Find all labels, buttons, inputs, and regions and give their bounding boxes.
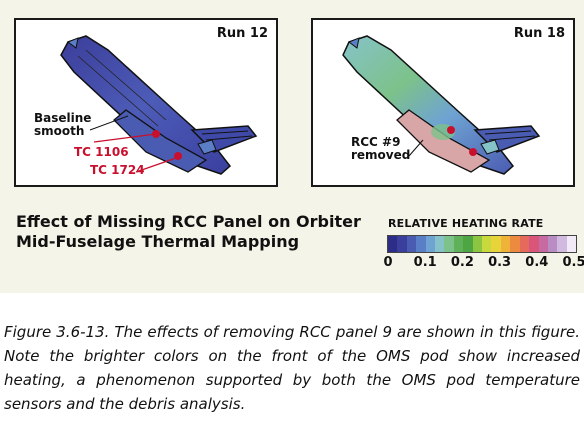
run18-tc1106-marker bbox=[447, 126, 455, 134]
figure-title-line2: Mid-Fuselage Thermal Mapping bbox=[16, 232, 300, 251]
legend-swatch bbox=[444, 236, 454, 252]
tc1724-label: TC 1724 bbox=[90, 163, 145, 177]
legend-swatch bbox=[453, 236, 464, 252]
legend-swatch bbox=[557, 236, 567, 252]
tc1106-marker bbox=[152, 130, 160, 138]
legend-tick-label: 0.4 bbox=[525, 255, 549, 270]
legend-swatch bbox=[482, 236, 492, 252]
legend-tick-label: 0.2 bbox=[450, 255, 474, 270]
legend-swatch bbox=[472, 236, 483, 252]
legend-swatch bbox=[397, 236, 407, 252]
legend-swatch bbox=[547, 236, 558, 252]
run18-panel: Run 18 RCC #9 removed bbox=[311, 18, 575, 187]
tc1106-label: TC 1106 bbox=[74, 145, 129, 159]
legend-swatch bbox=[566, 236, 577, 252]
orbiter-thermal-map-run12 bbox=[60, 35, 258, 175]
legend-swatch bbox=[463, 236, 473, 252]
run18-tc1724-marker bbox=[469, 148, 477, 156]
legend-tick-label: 0.1 bbox=[413, 255, 437, 270]
legend-swatch bbox=[416, 236, 426, 252]
legend-swatch bbox=[491, 236, 501, 252]
heating-rate-color-scale bbox=[387, 235, 577, 253]
legend-title: RELATIVE HEATING RATE bbox=[388, 217, 544, 230]
legend-swatch bbox=[510, 236, 520, 252]
legend-swatch bbox=[538, 236, 548, 252]
legend-swatch bbox=[425, 236, 436, 252]
orbiter-thermal-map-run18 bbox=[342, 35, 541, 175]
run12-panel: Run 12 Baseline smooth TC 1106 TC 1724 bbox=[14, 18, 278, 187]
legend-tick-label: 0 bbox=[383, 255, 393, 270]
legend-swatch bbox=[529, 236, 539, 252]
baseline-smooth-label: Baseline smooth bbox=[34, 111, 92, 138]
legend-swatch bbox=[500, 236, 511, 252]
figure-title-line1: Effect of Missing RCC Panel on Orbiter bbox=[16, 212, 361, 231]
tc1724-marker bbox=[174, 152, 182, 160]
run18-label: Run 18 bbox=[513, 26, 565, 41]
rcc9-removed-label: RCC #9 removed bbox=[351, 135, 411, 162]
legend-tick-label: 0.3 bbox=[488, 255, 512, 270]
run12-label: Run 12 bbox=[216, 26, 268, 41]
legend-tick-label: 0.5 bbox=[562, 255, 584, 270]
legend-swatch bbox=[388, 236, 398, 252]
legend-swatch bbox=[406, 236, 417, 252]
legend-swatch bbox=[435, 236, 445, 252]
figure-caption: Figure 3.6-13. The effects of removing R… bbox=[4, 323, 580, 413]
figure-title: Effect of Missing RCC Panel on Orbiter M… bbox=[16, 212, 361, 252]
legend-swatch bbox=[519, 236, 530, 252]
